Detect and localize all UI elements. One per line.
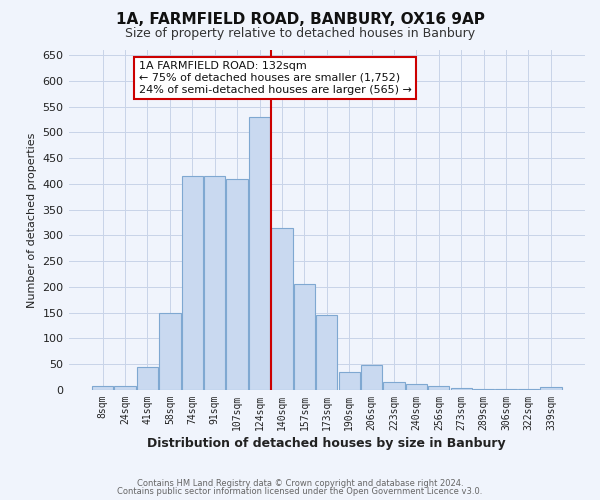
Bar <box>518 389 539 390</box>
Text: Contains public sector information licensed under the Open Government Licence v3: Contains public sector information licen… <box>118 487 482 496</box>
Bar <box>92 386 113 390</box>
Text: Size of property relative to detached houses in Banbury: Size of property relative to detached ho… <box>125 28 475 40</box>
Bar <box>451 388 472 390</box>
Bar <box>540 388 562 390</box>
Bar <box>383 382 404 390</box>
Bar <box>137 367 158 390</box>
Bar <box>115 386 136 390</box>
Text: 1A FARMFIELD ROAD: 132sqm
← 75% of detached houses are smaller (1,752)
24% of se: 1A FARMFIELD ROAD: 132sqm ← 75% of detac… <box>139 62 412 94</box>
Bar <box>473 389 494 390</box>
Bar <box>249 117 270 390</box>
Bar <box>338 372 360 390</box>
Y-axis label: Number of detached properties: Number of detached properties <box>27 132 37 308</box>
Bar <box>406 384 427 390</box>
Text: Contains HM Land Registry data © Crown copyright and database right 2024.: Contains HM Land Registry data © Crown c… <box>137 478 463 488</box>
Bar <box>496 389 517 390</box>
X-axis label: Distribution of detached houses by size in Banbury: Distribution of detached houses by size … <box>148 437 506 450</box>
Bar <box>271 228 293 390</box>
Bar <box>204 176 226 390</box>
Bar <box>428 386 449 390</box>
Bar <box>361 365 382 390</box>
Bar <box>226 179 248 390</box>
Bar <box>294 284 315 390</box>
Text: 1A, FARMFIELD ROAD, BANBURY, OX16 9AP: 1A, FARMFIELD ROAD, BANBURY, OX16 9AP <box>116 12 484 28</box>
Bar <box>182 176 203 390</box>
Bar <box>316 316 337 390</box>
Bar <box>159 312 181 390</box>
